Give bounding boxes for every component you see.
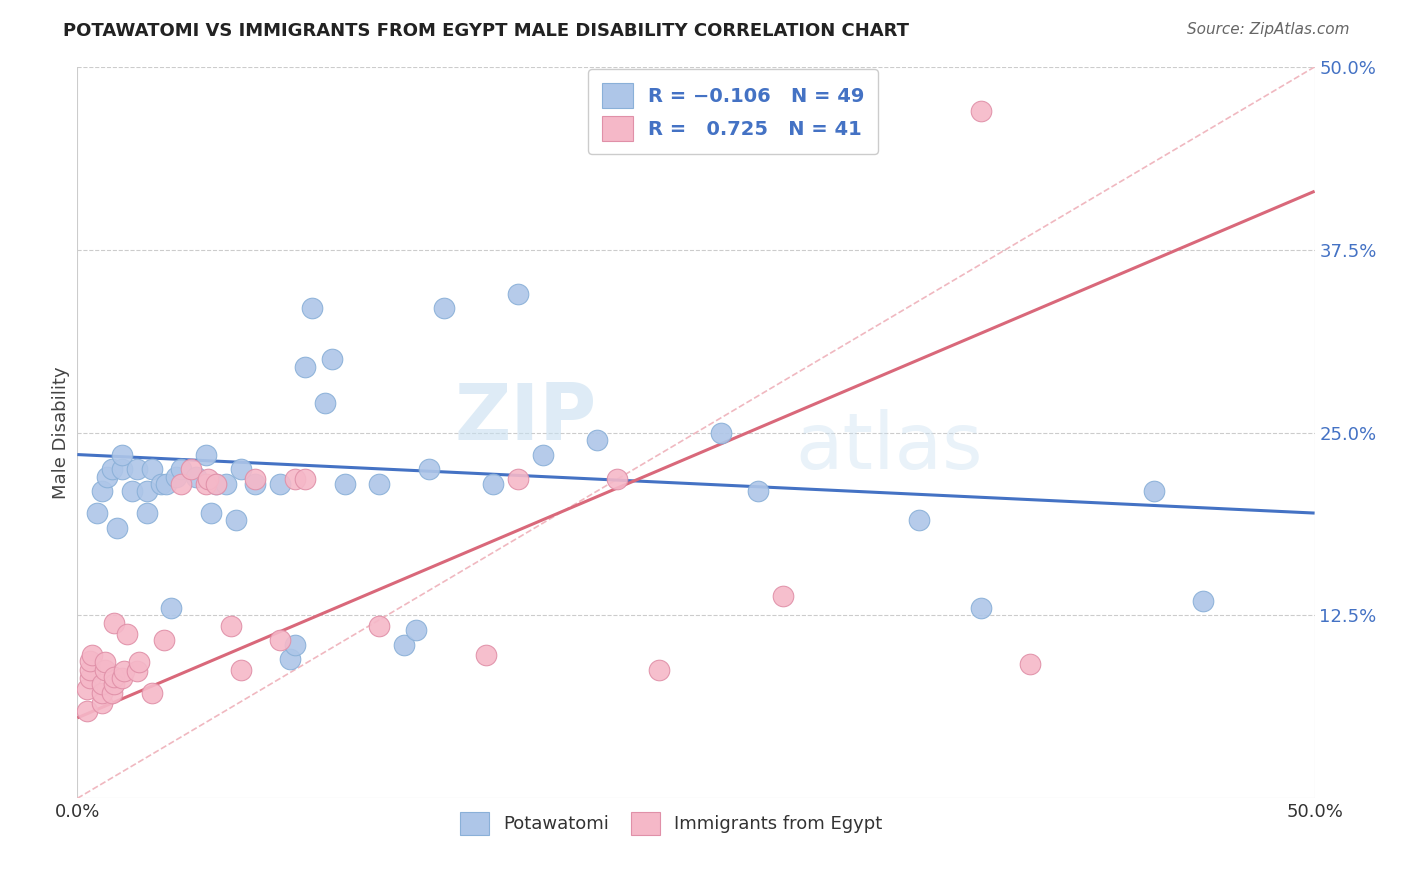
Point	[710, 425, 733, 440]
Point	[112, 664, 135, 678]
Point	[284, 472, 307, 486]
Y-axis label: Male Disability: Male Disability	[52, 367, 70, 499]
Text: POTAWATOMI VS IMMIGRANTS FROM EGYPT MALE DISABILITY CORRELATION CHART: POTAWATOMI VS IMMIGRANTS FROM EGYPT MALE…	[63, 22, 910, 40]
Point	[969, 103, 991, 118]
Point	[135, 506, 157, 520]
Point	[205, 476, 228, 491]
Point	[141, 686, 163, 700]
Point	[219, 618, 242, 632]
Point	[333, 476, 356, 491]
Point	[76, 681, 98, 696]
Point	[141, 462, 163, 476]
Point	[111, 462, 134, 476]
Point	[392, 638, 415, 652]
Point	[648, 663, 671, 677]
Point	[91, 677, 114, 691]
Point	[165, 469, 187, 483]
Point	[225, 513, 247, 527]
Point	[278, 652, 301, 666]
Point	[1143, 484, 1166, 499]
Point	[606, 472, 628, 486]
Point	[170, 476, 193, 491]
Point	[586, 433, 609, 447]
Point	[432, 301, 454, 316]
Point	[245, 472, 267, 486]
Point	[969, 601, 991, 615]
Point	[1192, 594, 1215, 608]
Point	[91, 686, 114, 700]
Point	[91, 696, 114, 710]
Point	[105, 521, 128, 535]
Point	[96, 469, 118, 483]
Point	[368, 618, 391, 632]
Text: atlas: atlas	[794, 409, 983, 485]
Point	[284, 638, 307, 652]
Point	[294, 472, 316, 486]
Point	[150, 476, 173, 491]
Point	[91, 484, 114, 499]
Point	[101, 462, 124, 476]
Point	[506, 286, 529, 301]
Point	[200, 506, 222, 520]
Point	[135, 484, 157, 499]
Point	[111, 448, 134, 462]
Point	[121, 484, 143, 499]
Point	[153, 633, 176, 648]
Point	[531, 448, 554, 462]
Point	[907, 513, 929, 527]
Point	[314, 396, 336, 410]
Text: ZIP: ZIP	[454, 380, 598, 456]
Text: Source: ZipAtlas.com: Source: ZipAtlas.com	[1187, 22, 1350, 37]
Point	[205, 476, 228, 491]
Point	[1019, 657, 1042, 671]
Point	[170, 462, 193, 476]
Point	[405, 623, 427, 637]
Point	[103, 615, 125, 630]
Point	[482, 476, 505, 491]
Point	[103, 670, 125, 684]
Point	[229, 663, 252, 677]
Legend: R = −0.106   N = 49, R =   0.725   N = 41: R = −0.106 N = 49, R = 0.725 N = 41	[588, 70, 879, 154]
Point	[474, 648, 496, 662]
Point	[160, 601, 183, 615]
Point	[115, 627, 138, 641]
Point	[368, 476, 391, 491]
Point	[125, 664, 148, 678]
Point	[195, 448, 218, 462]
Point	[79, 672, 101, 686]
Point	[418, 462, 440, 476]
Point	[506, 472, 529, 486]
Point	[101, 686, 124, 700]
Point	[195, 476, 218, 491]
Point	[86, 506, 108, 520]
Point	[747, 484, 769, 499]
Point	[93, 655, 115, 669]
Point	[111, 672, 134, 686]
Point	[79, 654, 101, 668]
Point	[772, 590, 794, 604]
Point	[93, 663, 115, 677]
Point	[269, 476, 291, 491]
Point	[103, 677, 125, 691]
Point	[125, 462, 148, 476]
Point	[128, 655, 150, 669]
Point	[294, 359, 316, 374]
Point	[155, 476, 177, 491]
Point	[229, 462, 252, 476]
Point	[76, 704, 98, 718]
Point	[321, 352, 343, 367]
Point	[79, 663, 101, 677]
Point	[184, 469, 207, 483]
Point	[269, 633, 291, 648]
Point	[301, 301, 323, 316]
Point	[82, 648, 104, 662]
Point	[180, 462, 202, 476]
Point	[215, 476, 238, 491]
Point	[197, 472, 219, 486]
Point	[245, 476, 267, 491]
